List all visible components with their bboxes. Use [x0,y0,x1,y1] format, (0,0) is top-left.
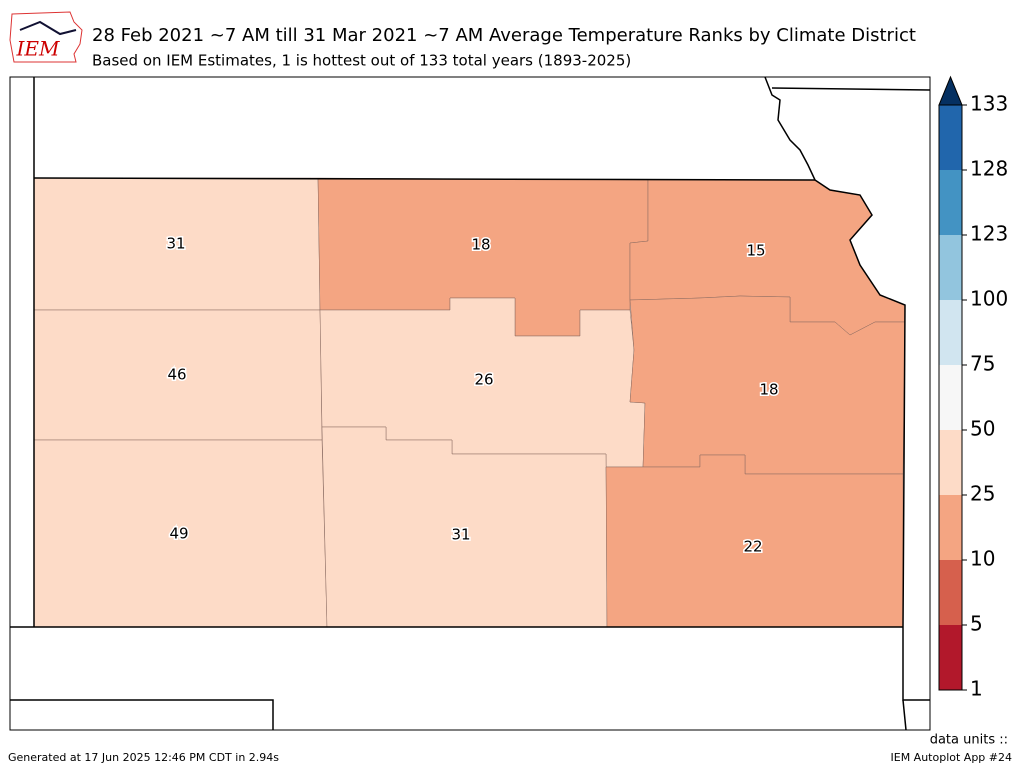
district-label: 46 [167,366,186,384]
district-label: 18 [759,381,778,399]
colorbar-outline [938,104,963,691]
colorbar-tick-label: 75 [970,352,995,376]
colorbar-tick-label: 1 [970,677,983,701]
colorbar-tick-label: 100 [970,287,1008,311]
district-label: 26 [474,371,493,389]
colorbar-tick-label: 133 [970,92,1008,116]
district-label: 31 [166,235,185,253]
colorbar-segment [939,105,962,170]
district-label: 15 [746,242,765,260]
colorbar-segment [939,430,962,495]
app-note: IEM Autoplot App #24 [891,751,1013,764]
colorbar-tick-label: 25 [970,482,995,506]
district-label: 31 [451,526,470,544]
district-label: 22 [743,538,762,556]
units-note: data units :: [930,733,1008,748]
logo: IEM [9,11,83,63]
colorbar-tick-label: 123 [970,222,1008,246]
colorbar-extension [938,75,963,106]
colorbar: 1 5 10 25 50 75 100 123 128 133 [938,75,1008,701]
colorbar-segment [939,625,962,690]
title: 28 Feb 2021 ~7 AM till 31 Mar 2021 ~7 AM… [92,25,916,46]
state-borders [10,76,931,731]
logo-text: IEM [16,37,61,61]
colorbar-segment [939,560,962,625]
colorbar-segment [939,300,962,365]
colorbar-segment [939,495,962,560]
colorbar-tick-label: 128 [970,157,1008,181]
subtitle: Based on IEM Estimates, 1 is hottest out… [92,52,631,70]
colorbar-tick-label: 5 [970,612,983,636]
colorbar-tick-label: 50 [970,417,995,441]
district-label: 18 [471,236,490,254]
generated-note: Generated at 17 Jun 2025 12:46 PM CDT in… [8,751,279,764]
colorbar-segment [939,170,962,235]
districts: 31 18 15 46 26 18 49 31 22 [33,177,906,628]
colorbar-tick-label: 10 [970,547,995,571]
colorbar-segment [939,235,962,300]
district-label: 49 [169,525,188,543]
colorbar-segment [939,365,962,430]
